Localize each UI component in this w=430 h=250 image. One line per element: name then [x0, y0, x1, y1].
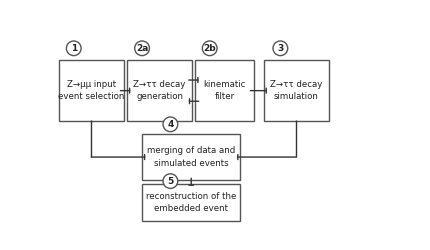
Text: reconstruction of the
embedded event: reconstruction of the embedded event — [146, 192, 237, 213]
Ellipse shape — [203, 41, 217, 56]
Text: 2a: 2a — [136, 44, 148, 53]
Text: 1: 1 — [71, 44, 77, 53]
Text: 4: 4 — [167, 120, 174, 129]
Ellipse shape — [135, 41, 149, 56]
FancyBboxPatch shape — [195, 60, 254, 122]
Ellipse shape — [273, 41, 288, 56]
Text: 5: 5 — [167, 176, 174, 186]
Text: 3: 3 — [277, 44, 283, 53]
Ellipse shape — [163, 117, 178, 132]
FancyBboxPatch shape — [59, 60, 124, 122]
FancyBboxPatch shape — [264, 60, 329, 122]
FancyBboxPatch shape — [142, 134, 240, 180]
Text: Z→μμ input
event selection: Z→μμ input event selection — [58, 80, 124, 102]
Text: 2b: 2b — [203, 44, 216, 53]
Text: Z→ττ decay
generation: Z→ττ decay generation — [133, 80, 186, 102]
Text: Z→ττ decay
simulation: Z→ττ decay simulation — [270, 80, 322, 102]
Ellipse shape — [66, 41, 81, 56]
Ellipse shape — [163, 174, 178, 188]
FancyBboxPatch shape — [127, 60, 192, 122]
Text: merging of data and
simulated events: merging of data and simulated events — [147, 146, 235, 168]
Text: kinematic
filter: kinematic filter — [203, 80, 246, 102]
FancyBboxPatch shape — [142, 184, 240, 220]
